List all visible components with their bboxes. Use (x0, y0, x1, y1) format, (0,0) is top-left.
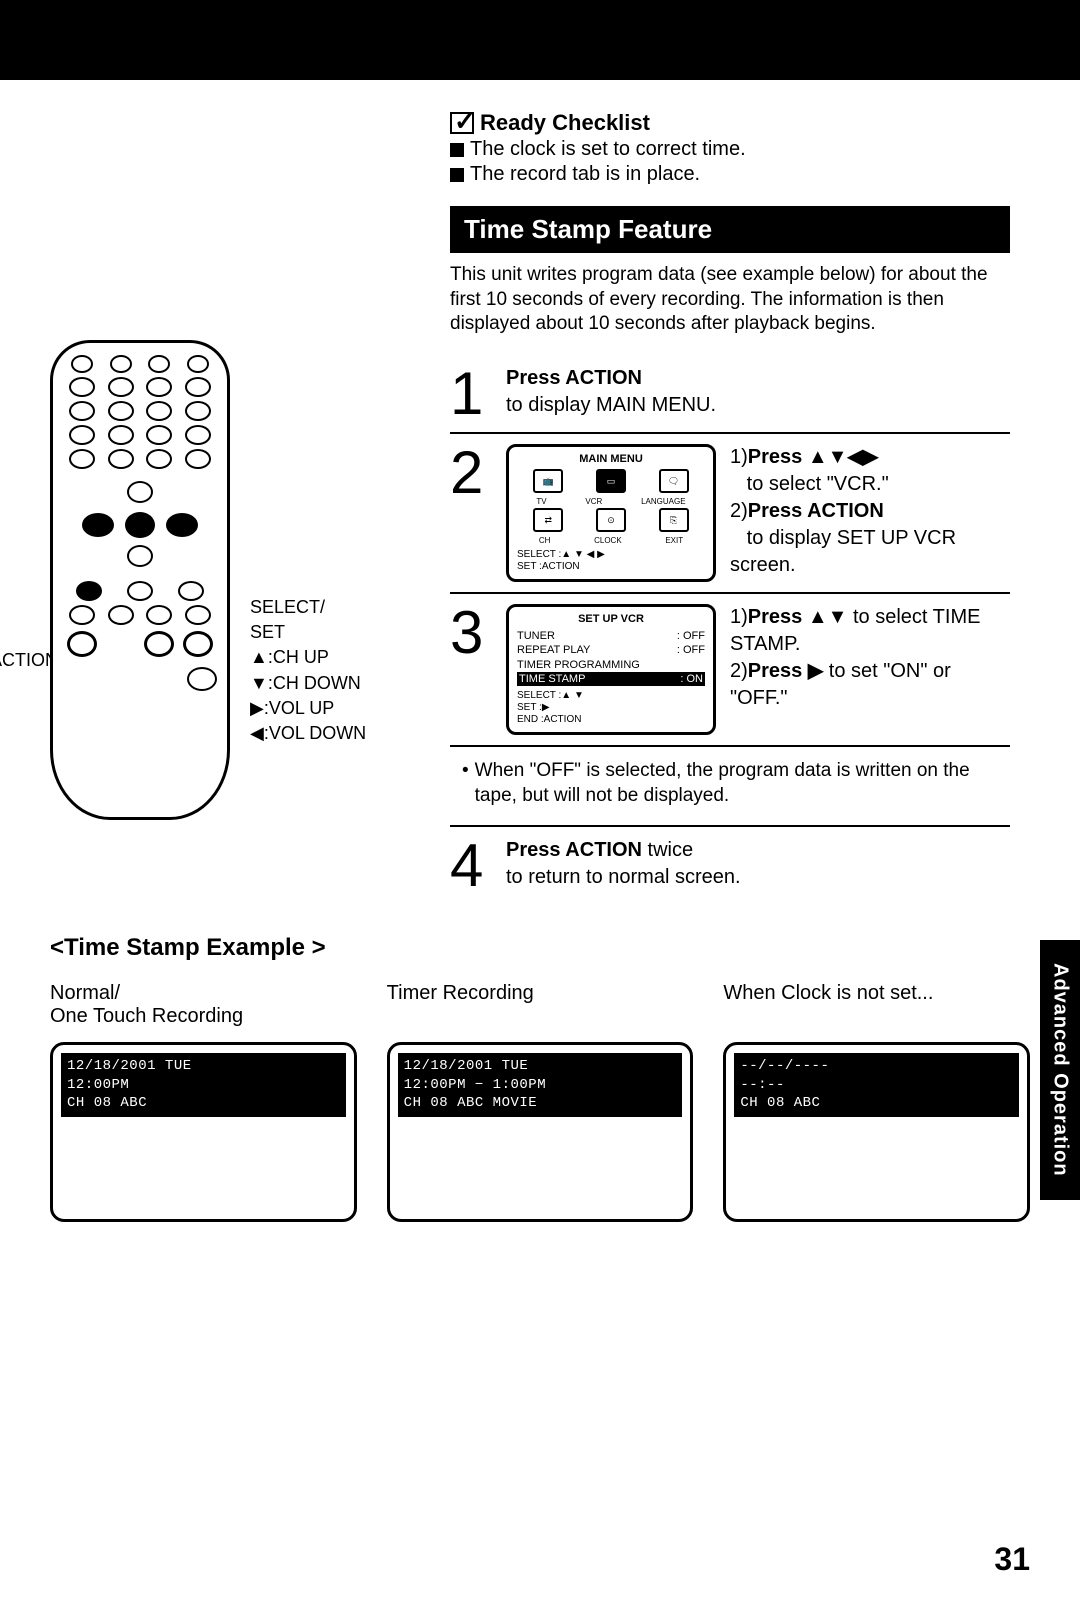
label-ch-up: ▲:CH UP (250, 645, 366, 670)
osd-icon-lang: 🗨 (659, 469, 689, 493)
label-select-set: SELECT/ SET (250, 595, 366, 645)
feature-heading: Time Stamp Feature (450, 206, 1010, 253)
example-title: <Time Stamp Example > (50, 934, 1030, 962)
osd-icon-exit: ⎘ (659, 508, 689, 532)
tv-screen-1: 12/18/2001 TUE 12:00PM CH 08 ABC (50, 1042, 357, 1222)
side-tab-advanced: Advanced Operation (1040, 940, 1080, 1200)
osd-title: SET UP VCR (517, 613, 705, 625)
osd-icon-ch: ⇄ (533, 508, 563, 532)
example-timer: Timer Recording 12/18/2001 TUE 12:00PM −… (387, 982, 694, 1222)
action-button-on-remote (76, 581, 102, 601)
off-note: • When "OFF" is selected, the program da… (462, 759, 1010, 808)
step-3: 3 SET UP VCR TUNER: OFF REPEAT PLAY: OFF… (450, 594, 1010, 747)
step-4-bold: Press ACTION (506, 839, 648, 861)
step-number: 4 (450, 837, 494, 894)
example-label-3: When Clock is not set... (723, 982, 1030, 1034)
top-black-bar (0, 0, 1080, 80)
osd-highlighted-row: TIME STAMP: ON (517, 672, 705, 686)
step-2-instructions: 1)Press ▲▼◀▶ to select "VCR." 2)Press AC… (730, 444, 1010, 579)
main-content: ACTION SELECT/ SET ▲:CH (0, 80, 1080, 904)
checklist-item-2: The record tab is in place. (470, 163, 700, 186)
feature-description: This unit writes program data (see examp… (450, 263, 1010, 337)
step-1: 1 Press ACTION to display MAIN MENU. (450, 355, 1010, 434)
checkmark-icon (450, 112, 474, 134)
step-number: 3 (450, 604, 494, 735)
remote-outline (50, 340, 230, 820)
label-ch-down: ▼:CH DOWN (250, 671, 366, 696)
time-stamp-example: <Time Stamp Example > Normal/ One Touch … (0, 934, 1080, 1222)
osd-title: MAIN MENU (517, 453, 705, 465)
osd-icon-clock: ⊙ (596, 508, 626, 532)
step-number: 2 (450, 444, 494, 582)
osd-setup-vcr: SET UP VCR TUNER: OFF REPEAT PLAY: OFF T… (506, 604, 716, 735)
example-noclock: When Clock is not set... --/--/---- --:-… (723, 982, 1030, 1222)
step-4: 4 Press ACTION twice to return to normal… (450, 825, 1010, 904)
right-column: Ready Checklist The clock is set to corr… (450, 110, 1010, 904)
label-vol-down: ◀:VOL DOWN (250, 721, 366, 746)
example-label-2: Timer Recording (387, 982, 694, 1034)
step-2: 2 MAIN MENU 📺 ▭ 🗨 TV VCR LANGUAGE (450, 434, 1010, 594)
tv-screen-3: --/--/---- --:-- CH 08 ABC (723, 1042, 1030, 1222)
remote-diagram: ACTION SELECT/ SET ▲:CH (50, 340, 430, 860)
step-3-instructions: 1)Press ▲▼ to select TIME STAMP. 2)Press… (730, 604, 1010, 712)
ready-checklist: Ready Checklist The clock is set to corr… (450, 110, 1010, 186)
label-vol-up: ▶:VOL UP (250, 696, 366, 721)
step-4-rest: to return to normal screen. (506, 866, 741, 888)
tv-screen-2: 12/18/2001 TUE 12:00PM − 1:00PM CH 08 AB… (387, 1042, 694, 1222)
step-number: 1 (450, 365, 494, 422)
page-number: 31 (994, 1541, 1030, 1578)
checklist-title: Ready Checklist (480, 110, 650, 136)
step-1-rest: to display MAIN MENU. (506, 394, 716, 416)
bullet-icon (450, 143, 464, 157)
osd-icon-tv: 📺 (533, 469, 563, 493)
checklist-item-1: The clock is set to correct time. (470, 138, 746, 161)
remote-side-labels: SELECT/ SET ▲:CH UP ▼:CH DOWN ▶:VOL UP ◀… (250, 595, 366, 746)
step-1-bold: Press ACTION (506, 367, 642, 389)
left-column: ACTION SELECT/ SET ▲:CH (50, 110, 430, 904)
osd-main-menu: MAIN MENU 📺 ▭ 🗨 TV VCR LANGUAGE ⇄ ⊙ (506, 444, 716, 582)
osd-icon-vcr: ▭ (596, 469, 626, 493)
example-normal: Normal/ One Touch Recording 12/18/2001 T… (50, 982, 357, 1222)
bullet-icon (450, 168, 464, 182)
example-label-1: Normal/ One Touch Recording (50, 982, 357, 1034)
